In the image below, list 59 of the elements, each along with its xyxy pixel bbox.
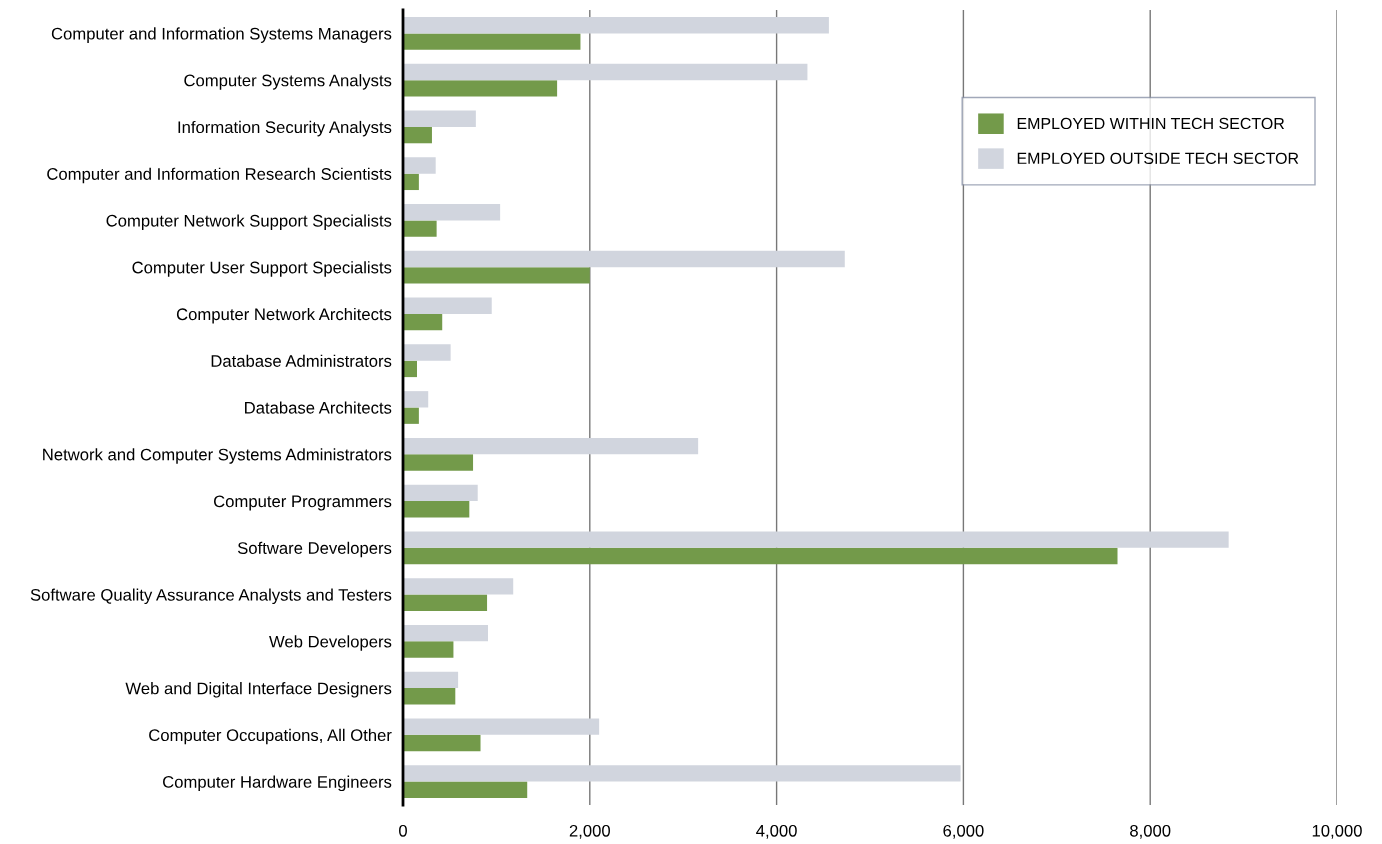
- bar: [403, 437, 699, 455]
- bar: [403, 688, 456, 705]
- bar: [403, 267, 590, 284]
- x-tick-label: 4,000: [756, 824, 797, 839]
- x-tick-label: 8,000: [1130, 824, 1171, 839]
- y-tick-label: Computer Network Support Specialists: [106, 214, 392, 230]
- y-tick-label: Computer Systems Analysts: [184, 74, 392, 90]
- bar: [403, 641, 454, 658]
- y-tick-label: Computer and Information Research Scientists: [47, 167, 392, 184]
- y-tick-label: Computer and Information Systems Managers: [51, 27, 392, 43]
- y-tick-label: Software Developers: [237, 541, 392, 558]
- bar: [403, 157, 436, 174]
- x-tick-label: 6,000: [943, 824, 984, 839]
- bar: [403, 547, 1118, 565]
- bar: [403, 781, 528, 798]
- y-tick-label: Information Security Analysts: [178, 120, 392, 137]
- x-tick-label: 0: [399, 824, 407, 837]
- bar: [403, 360, 418, 378]
- bar: [403, 624, 488, 642]
- bar: [403, 313, 443, 331]
- bar: [403, 594, 488, 611]
- legend-label: EMPLOYED WITHIN TECH SECTOR: [1017, 117, 1285, 130]
- y-tick-label: Database Architects: [245, 401, 392, 414]
- y-tick-label: Computer Hardware Engineers: [163, 775, 392, 792]
- bar: [403, 173, 419, 191]
- bar: [403, 531, 1229, 548]
- bar: [403, 297, 492, 314]
- y-tick-label: Web and Digital Interface Designers: [125, 682, 392, 698]
- bar: [403, 17, 829, 34]
- x-tick-label: 10,000: [1312, 824, 1362, 839]
- bar: [403, 33, 581, 50]
- bar: [403, 391, 429, 408]
- bar: [403, 204, 501, 221]
- bar: [403, 126, 432, 144]
- bar: [403, 578, 514, 595]
- y-tick-label: Database Administrators: [211, 354, 392, 367]
- y-tick-label: Computer Occupations, All Other: [149, 728, 392, 745]
- y-tick-label: Computer User Support Specialists: [132, 261, 392, 277]
- y-tick-label: Network and Computer Systems Administrators: [43, 448, 392, 464]
- bar: [403, 63, 808, 81]
- legend-label: EMPLOYED OUTSIDE TECH SECTOR: [1017, 152, 1299, 165]
- bar: [403, 765, 961, 782]
- x-tick-label: 2,000: [569, 824, 610, 839]
- bar: [403, 734, 481, 752]
- bar: [403, 501, 470, 518]
- bar: [403, 250, 845, 268]
- bar: [403, 407, 419, 424]
- y-tick-label: Software Quality Assurance Analysts and Testers: [30, 588, 392, 605]
- bar: [403, 110, 476, 127]
- bar: [403, 220, 437, 237]
- bar: [403, 671, 459, 689]
- y-tick-label: Computer Network Architects: [176, 307, 392, 324]
- y-tick-label: Computer Programmers: [214, 495, 392, 511]
- bar: [403, 484, 478, 502]
- y-tick-label: Web Developers: [269, 635, 392, 651]
- bar: [403, 454, 474, 471]
- bar: [403, 80, 558, 97]
- bar: [403, 718, 600, 735]
- bar: [403, 344, 451, 361]
